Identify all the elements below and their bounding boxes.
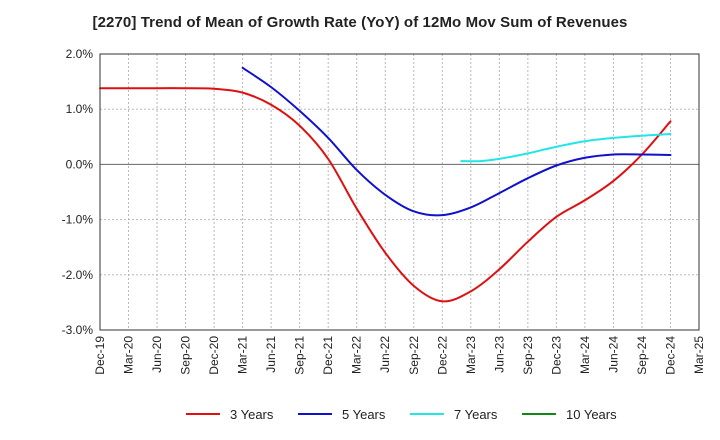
x-tick-label: Mar-21 [236, 336, 250, 374]
x-tick-label: Sep-22 [407, 336, 421, 375]
x-tick-label: Mar-20 [122, 336, 136, 374]
legend-swatch-5-years [298, 413, 332, 415]
x-tick-label: Sep-23 [521, 336, 535, 375]
legend-item-7-years: 7 Years [410, 404, 497, 424]
x-tick-label: Dec-19 [93, 336, 107, 375]
x-tick-label: Jun-23 [492, 336, 506, 373]
series-lines [99, 66, 672, 303]
x-tick-label: Mar-22 [350, 336, 364, 374]
legend-label-7-years: 7 Years [454, 406, 498, 422]
x-tick-label: Dec-20 [207, 336, 221, 375]
y-tick-label: -1.0% [62, 213, 94, 227]
x-tick-label: Jun-20 [150, 336, 164, 373]
legend-item-5-years: 5 Years [298, 404, 385, 424]
x-tick-label: Sep-24 [635, 336, 649, 375]
x-tick-label: Mar-25 [692, 336, 706, 374]
legend-swatch-10-years [522, 413, 556, 415]
y-tick-label: -2.0% [62, 268, 94, 282]
x-tick-label: Dec-22 [435, 336, 449, 375]
x-tick-label: Jun-22 [378, 336, 392, 373]
x-tick-label: Jun-24 [606, 336, 620, 373]
series-line-5-years [241, 66, 672, 217]
legend-label-10-years: 10 Years [566, 406, 617, 422]
y-tick-label: -3.0% [62, 323, 94, 337]
legend-item-3-years: 3 Years [186, 404, 273, 424]
x-tick-label: Mar-24 [578, 336, 592, 374]
plot-border [99, 53, 700, 331]
x-tick-label: Dec-21 [321, 336, 335, 375]
x-tick-label: Sep-20 [179, 336, 193, 375]
x-tick-label: Dec-24 [663, 336, 677, 375]
x-tick-label: Jun-21 [264, 336, 278, 373]
legend-label-5-years: 5 Years [342, 406, 386, 422]
series-line-3-years [99, 87, 672, 303]
x-tick-label: Mar-23 [464, 336, 478, 374]
chart-title: [2270] Trend of Mean of Growth Rate (YoY… [92, 14, 628, 31]
y-tick-label: 2.0% [66, 47, 94, 61]
legend: 3 Years 5 Years 7 Years 10 Years [0, 404, 720, 424]
plot-background [100, 54, 699, 330]
legend-item-10-years: 10 Years [522, 404, 617, 424]
y-tick-label: 1.0% [66, 102, 94, 116]
x-axis-ticks: Dec-19 Mar-20 Jun-20 Sep-20 Dec-20 Mar-21 Jun-… [93, 336, 706, 375]
series-line-7-years [460, 133, 672, 163]
legend-label-3-years: 3 Years [230, 406, 274, 422]
x-tick-label: Sep-21 [293, 336, 307, 375]
x-tick-label: Dec-23 [549, 336, 563, 375]
y-tick-label: 0.0% [66, 157, 94, 171]
legend-swatch-7-years [410, 413, 444, 415]
y-axis-ticks: 2.0% 1.0% 0.0% -1.0% -2.0% -3.0% [62, 47, 94, 337]
legend-swatch-3-years [186, 413, 220, 415]
